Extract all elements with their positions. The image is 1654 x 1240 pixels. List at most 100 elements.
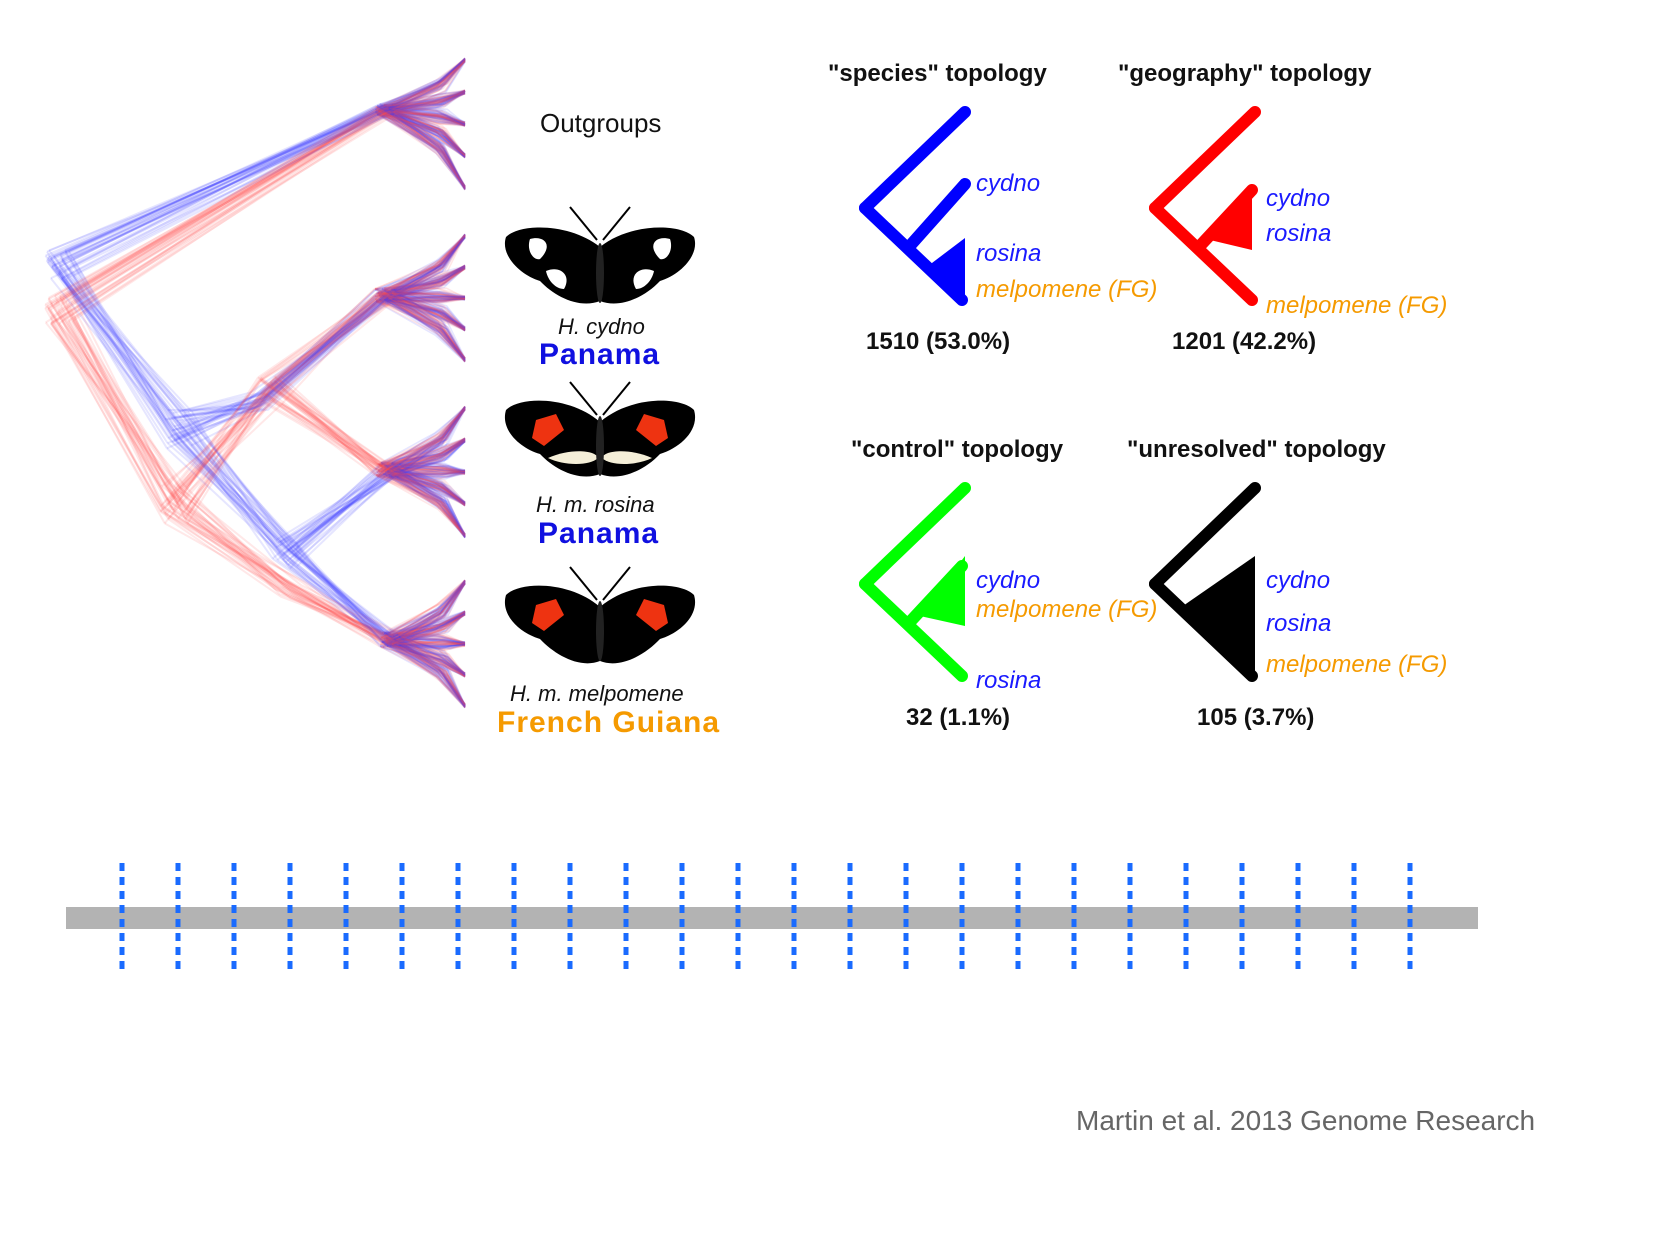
gene-tree-branch — [382, 473, 466, 535]
gene-tree-branch — [46, 304, 191, 514]
gene-tree-branch — [378, 439, 466, 466]
gene-tree-branch — [397, 613, 466, 635]
gene-tree-branch — [385, 640, 466, 649]
gene-tree-branch — [379, 300, 466, 331]
gene-tree-branch — [378, 408, 466, 466]
gene-tree-branch — [296, 469, 393, 548]
gene-tree-branch — [385, 92, 466, 111]
gene-tree-branch — [167, 503, 388, 648]
gene-tree-branch — [382, 295, 466, 361]
gene-tree-branch — [385, 108, 466, 155]
gene-tree-branch — [393, 638, 466, 677]
gene-tree-branch — [383, 409, 466, 478]
gene-tree-branch — [173, 437, 298, 568]
gene-tree-branch — [65, 277, 184, 412]
gene-tree-branch — [392, 613, 466, 648]
gene-tree-branch — [47, 297, 170, 502]
gene-tree-branch — [383, 60, 466, 106]
gene-tree-branch — [396, 470, 466, 505]
gene-tree-branch — [51, 114, 395, 325]
gene-tree-branch — [61, 108, 380, 262]
gene-tree-branch — [293, 550, 391, 644]
gene-tree-branch — [382, 641, 466, 677]
gene-tree-branch — [386, 611, 466, 635]
gene-tree-branch — [390, 289, 466, 359]
gene-tree-branch — [391, 440, 466, 475]
gene-tree-branch — [384, 437, 466, 475]
gene-tree-branch — [282, 473, 389, 555]
gene-tree-branch — [50, 109, 393, 319]
gene-tree-branch — [377, 112, 466, 158]
gene-tree-branch — [382, 105, 466, 191]
gene-tree-branch — [381, 60, 466, 117]
gene-tree-branch — [277, 541, 400, 638]
gene-tree-branch — [392, 57, 466, 114]
gene-tree-branch — [47, 109, 377, 310]
gene-tree-branch — [54, 302, 179, 520]
gene-tree-branch — [397, 642, 466, 649]
gene-tree-branch — [379, 58, 466, 109]
gene-tree-branch — [182, 392, 262, 494]
gene-tree-branch — [174, 487, 385, 645]
gene-tree-branch — [394, 613, 466, 642]
gene-tree-branch — [383, 612, 466, 634]
gene-tree-branch — [382, 105, 466, 158]
gene-tree-branch — [398, 581, 466, 646]
gene-tree-branch — [65, 107, 381, 303]
gene-tree-branch — [394, 266, 466, 302]
gene-tree-branch — [375, 288, 466, 298]
taxon-species-melpomene: H. m. melpomene — [510, 681, 684, 706]
gene-tree-branch — [393, 59, 466, 116]
gene-tree-branch — [379, 300, 466, 359]
gene-tree-branch — [386, 112, 466, 156]
gene-tree-branch — [262, 401, 379, 471]
gene-tree-branch — [166, 447, 283, 556]
gene-tree-branch — [384, 579, 466, 639]
gene-tree-branch — [386, 638, 466, 645]
gene-tree-branch — [381, 294, 466, 332]
gene-tree-branch — [177, 298, 390, 431]
gene-tree-branch — [390, 113, 466, 127]
gene-tree-branch — [189, 512, 388, 646]
gene-tree-branch — [381, 636, 466, 706]
gene-tree-branch — [72, 109, 385, 260]
gene-tree-branch — [50, 114, 381, 325]
gene-tree-branch — [381, 463, 466, 504]
gene-tree-branch — [391, 405, 466, 477]
gene-tree-branch — [392, 644, 466, 651]
gene-tree-branch — [378, 467, 466, 473]
gene-tree-branch — [68, 113, 384, 322]
gene-tree-branch — [399, 643, 466, 676]
gene-tree-branch — [388, 235, 466, 300]
gene-tree-branch — [385, 300, 466, 332]
gene-tree-branch — [396, 439, 466, 478]
gene-tree-branch — [379, 92, 466, 112]
gene-tree-branch — [391, 406, 466, 472]
gene-tree-branch — [381, 59, 466, 114]
gene-tree-branch — [385, 465, 466, 474]
gene-tree-branch — [65, 107, 392, 280]
gene-tree-branch — [398, 641, 466, 645]
gene-tree-branch — [381, 114, 466, 125]
gene-tree-branch — [44, 321, 182, 489]
gene-tree-branch — [381, 406, 466, 466]
gene-tree-branch — [46, 257, 176, 419]
gene-tree-branch — [61, 297, 175, 511]
gene-tree-branch — [387, 440, 466, 473]
gene-tree-branch — [383, 289, 466, 332]
gene-tree-branch — [397, 643, 466, 676]
gene-tree-branch — [381, 641, 466, 677]
gene-tree-branch — [385, 638, 466, 708]
gene-tree-branch — [386, 642, 466, 705]
gene-tree-branch — [387, 105, 466, 127]
gene-tree-branch — [374, 295, 466, 331]
gene-tree-branch — [393, 111, 466, 190]
gene-tree-branch — [396, 632, 466, 675]
gene-tree-branch — [383, 440, 466, 476]
gene-tree-branch — [381, 580, 466, 642]
gene-tree-branch — [397, 441, 466, 467]
gene-tree-branch — [175, 288, 383, 442]
gene-tree-branch — [392, 295, 466, 359]
gene-tree-branch — [388, 296, 466, 329]
gene-tree-branch — [390, 265, 466, 291]
